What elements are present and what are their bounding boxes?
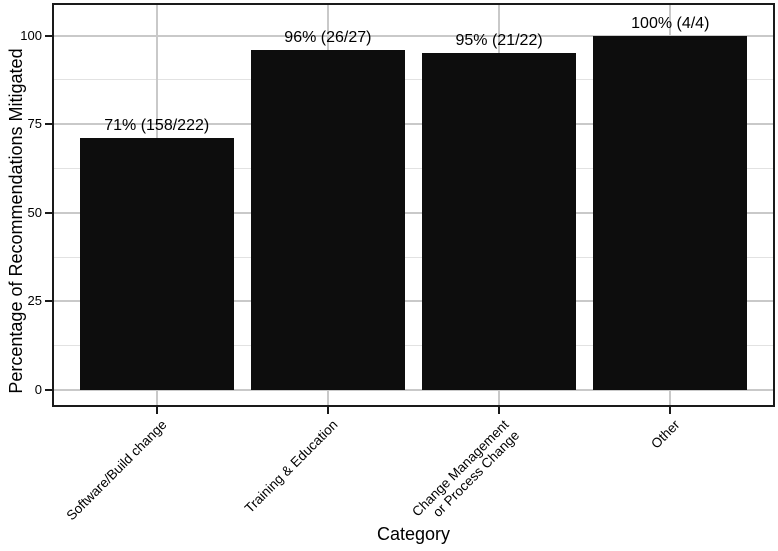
y-tick	[45, 300, 52, 303]
bar	[593, 35, 748, 390]
y-axis-title: Percentage of Recommendations Mitigated	[6, 48, 26, 394]
bar-value-label: 95% (21/22)	[455, 32, 543, 50]
plot-panel: 71% (158/222) 96% (26/27) 95% (21/22) 100% …	[52, 3, 775, 407]
x-tick	[326, 407, 329, 414]
bar-value-label: 71% (158/222)	[104, 117, 210, 135]
y-tick-label: 100	[20, 27, 42, 43]
bar-value-label: 96% (26/27)	[284, 28, 372, 46]
x-tick	[669, 407, 672, 414]
bar	[422, 53, 577, 390]
gridline-major	[54, 34, 773, 37]
gridline-major	[54, 389, 773, 391]
gridline-major	[54, 211, 773, 214]
gridline-major	[54, 123, 773, 126]
gridline-minor	[54, 79, 773, 81]
gridline-minor	[54, 167, 773, 169]
bar-value-label: 100% (4/4)	[631, 14, 710, 32]
x-tick	[498, 407, 501, 414]
y-tick-label: 50	[27, 204, 42, 220]
y-tick	[45, 389, 52, 391]
bar	[79, 138, 234, 390]
y-tick	[45, 211, 52, 214]
x-tick-label: Other	[412, 417, 682, 451]
x-axis-title: Category	[376, 524, 451, 544]
y-tick	[45, 34, 52, 37]
gridline-major	[54, 300, 773, 303]
x-tick	[155, 407, 158, 414]
y-tick-label: 0	[34, 382, 42, 397]
y-tick	[45, 123, 52, 126]
bar	[250, 49, 405, 390]
gridline-minor	[54, 345, 773, 347]
gridline-minor	[54, 256, 773, 258]
y-tick-label: 25	[27, 293, 42, 309]
y-tick-label: 75	[27, 116, 42, 132]
